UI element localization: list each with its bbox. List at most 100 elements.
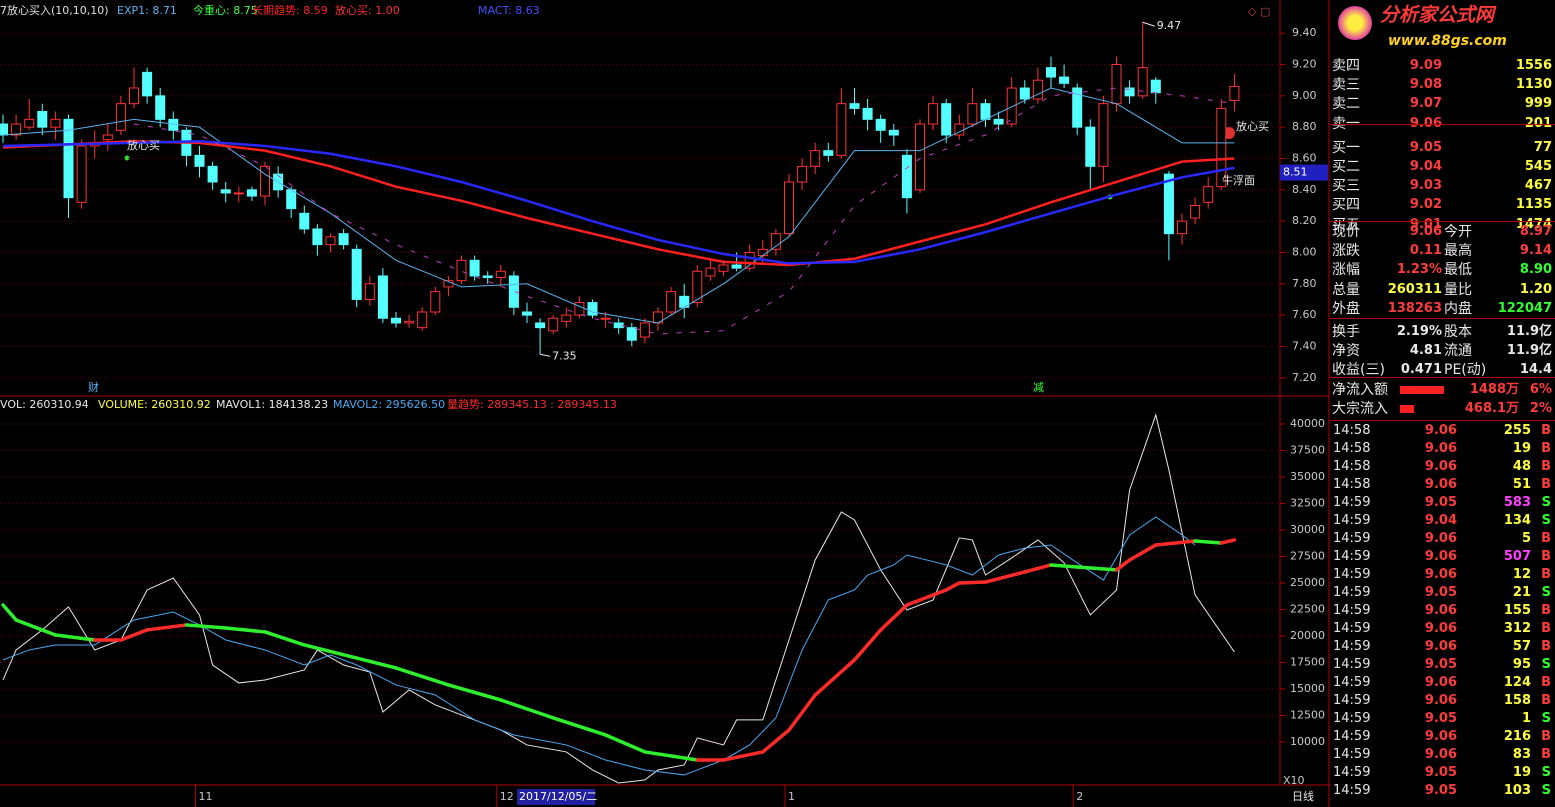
- legend-entry: MACT: 8.63: [478, 4, 540, 17]
- trade-price: 9.05: [1424, 495, 1457, 510]
- window-control[interactable]: ◇ ▢: [1248, 5, 1270, 18]
- candle-body: [63, 118, 74, 199]
- trade-volume: 19: [1512, 765, 1531, 780]
- flow-label: 净流入额: [1332, 382, 1388, 398]
- y-tick-label: 10000: [1290, 735, 1325, 748]
- flow-percent: 6%: [1529, 382, 1552, 397]
- y-tick-label: 15000: [1290, 682, 1325, 695]
- candle-body: [11, 123, 22, 136]
- candle-body: [76, 145, 87, 203]
- trade-side: B: [1541, 639, 1551, 654]
- trade-volume: 507: [1503, 549, 1531, 564]
- candle-body: [561, 314, 572, 322]
- trade-price: 9.06: [1424, 639, 1457, 654]
- candle-body: [417, 311, 428, 329]
- y-tick-label: 9.40: [1292, 26, 1317, 39]
- order-label: 卖四: [1332, 58, 1360, 74]
- trade-side: S: [1541, 765, 1551, 780]
- trade-price: 9.06: [1424, 693, 1457, 708]
- legend-entry: 量趋势: 289345.13 : 289345.13: [447, 398, 617, 411]
- order-volume: 201: [1525, 115, 1552, 133]
- trend-segment: [263, 630, 307, 647]
- trade-side: S: [1541, 657, 1551, 672]
- candle-body: [220, 189, 231, 194]
- stat-label: 换手: [1332, 324, 1360, 340]
- y-tick-label: 27500: [1290, 549, 1325, 562]
- order-volume: 467: [1524, 178, 1552, 194]
- candle-body: [312, 228, 323, 246]
- candle-body: [862, 107, 873, 120]
- trade-volume: 158: [1503, 693, 1531, 708]
- y-tick-label: 22500: [1290, 602, 1325, 615]
- candle-body: [1203, 186, 1214, 203]
- order-volume: 1130: [1515, 77, 1552, 93]
- candle-body: [692, 270, 703, 304]
- stat-value: 1.23%: [1396, 262, 1442, 278]
- trade-price: 9.06: [1424, 675, 1457, 690]
- stat-label: 股本: [1444, 324, 1472, 340]
- price-marker-box: [1280, 164, 1328, 181]
- trade-volume: 124: [1503, 675, 1531, 690]
- y-tick-label: 9.00: [1292, 89, 1317, 102]
- candle-body: [705, 267, 716, 277]
- candle-body: [430, 291, 441, 313]
- trend-segment: [643, 750, 700, 762]
- trend-segment: [983, 570, 1027, 584]
- stat-value: 9.14: [1519, 243, 1552, 259]
- trade-price: 9.06: [1424, 459, 1457, 474]
- order-label: 买三: [1332, 178, 1360, 195]
- trade-price: 9.05: [1424, 711, 1457, 726]
- stat-label: 收益(三): [1332, 362, 1385, 379]
- candle-body: [587, 302, 598, 316]
- stat-value: 11.9亿: [1506, 324, 1552, 339]
- trade-side: B: [1541, 693, 1551, 708]
- trade-side: B: [1541, 747, 1551, 762]
- stat-value: 14.4: [1519, 362, 1552, 378]
- candle-body: [246, 189, 257, 197]
- candle-body: [810, 150, 821, 167]
- y-tick-label: 7.60: [1292, 308, 1317, 321]
- stat-value: 260311: [1387, 281, 1442, 297]
- y-tick-label: 37500: [1290, 443, 1325, 456]
- y-tick-label: 9.20: [1292, 58, 1317, 71]
- order-label: 卖三: [1332, 77, 1360, 94]
- y-tick-label: 8.40: [1292, 183, 1317, 196]
- candle-body: [469, 259, 480, 277]
- stat-label: 涨幅: [1332, 262, 1360, 279]
- candle-body: [1190, 204, 1201, 219]
- stat-label: 内盘: [1444, 300, 1472, 317]
- trade-time: 14:59: [1333, 585, 1371, 600]
- logo-title: 分析家公式网: [1380, 4, 1495, 26]
- candle-body: [797, 165, 808, 183]
- candle-body: [325, 236, 336, 246]
- order-volume: 1474: [1515, 216, 1552, 232]
- legend-entry: VOLUME: 260310.92: [98, 398, 211, 411]
- candle-body: [1046, 67, 1056, 78]
- y-tick-label: 17500: [1290, 655, 1325, 668]
- period-label: 日线: [1292, 789, 1314, 803]
- trade-time: 14:59: [1333, 621, 1371, 636]
- stat-label: 最高: [1444, 243, 1472, 260]
- x-tick-label: 2: [1076, 790, 1083, 803]
- candle-body: [364, 283, 375, 300]
- trade-side: B: [1541, 459, 1551, 474]
- candle-body: [286, 189, 297, 210]
- high-pointer: [1142, 21, 1155, 27]
- order-volume: 77: [1533, 139, 1552, 155]
- trend-segment: [603, 733, 647, 754]
- trade-price: 9.06: [1424, 441, 1457, 456]
- candle-body: [404, 320, 415, 324]
- candle-body: [901, 154, 912, 199]
- legend-entry: 今重心: 8.75: [193, 3, 258, 17]
- stat-value: 4.81: [1409, 343, 1442, 359]
- candle-body: [718, 264, 729, 272]
- trade-volume: 583: [1503, 495, 1531, 510]
- trade-time: 14:59: [1333, 549, 1371, 564]
- legend-entry: MAVOL1: 184138.23: [216, 398, 328, 411]
- y-tick-label: 30000: [1290, 523, 1325, 536]
- trend-segment: [721, 750, 765, 762]
- stat-label: 总量: [1332, 281, 1360, 298]
- x-tick-label: 11: [199, 790, 213, 803]
- order-label: 买二: [1332, 159, 1360, 175]
- candle-body: [338, 233, 349, 246]
